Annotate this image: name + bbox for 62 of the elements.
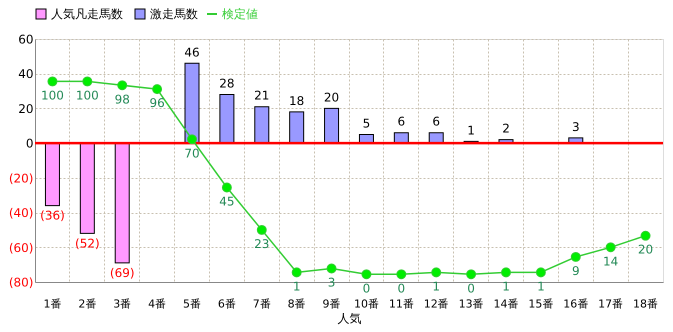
y-tick-label: 40 <box>18 67 34 82</box>
x-tick-label: 17番 <box>598 298 624 310</box>
data-label: (36) <box>40 208 65 223</box>
y-tick-label: 60 <box>18 32 34 46</box>
data-label: 98 <box>114 92 130 106</box>
x-tick-label: 12番 <box>424 298 449 310</box>
x-axis-title: 人気 <box>338 312 362 326</box>
x-tick-label: 4番 <box>148 298 166 310</box>
x-tick-label: 11番 <box>388 298 414 310</box>
data-label: 2 <box>502 122 510 136</box>
x-tick-label: 5番 <box>183 298 201 310</box>
x-tick-label: 2番 <box>78 298 96 310</box>
x-tick-label: 18番 <box>633 298 658 310</box>
data-label: 23 <box>254 236 270 251</box>
data-label: 0 <box>467 281 475 296</box>
data-label: 21 <box>254 88 270 103</box>
data-label: 6 <box>398 114 406 129</box>
x-tick-label: 10番 <box>354 298 379 310</box>
x-tick-label: 8番 <box>288 298 306 310</box>
data-label: 9 <box>572 264 580 278</box>
x-tick-label: 6番 <box>218 298 236 310</box>
y-tick-label: (20) <box>8 171 34 186</box>
data-label: 1 <box>432 279 440 294</box>
x-tick-label: 16番 <box>563 298 588 310</box>
data-label: 18 <box>289 94 304 108</box>
data-label: 28 <box>219 76 235 91</box>
x-tick-label: 14番 <box>494 298 518 310</box>
x-tick-label: 7番 <box>252 298 271 310</box>
legend-label: 激走馬数 <box>150 7 198 21</box>
y-tick-label: (40) <box>8 206 34 220</box>
data-label: (69) <box>110 266 135 280</box>
x-tick-label: 1番 <box>43 298 62 310</box>
data-label: 46 <box>184 45 200 60</box>
legend-label: 人気凡走馬数 <box>51 7 123 21</box>
data-label: 70 <box>184 146 200 160</box>
data-label: 96 <box>149 96 165 110</box>
data-label: 0 <box>362 281 370 296</box>
data-label: 1 <box>292 279 300 294</box>
x-tick-label: 3番 <box>113 298 132 310</box>
data-label: 1 <box>502 279 510 294</box>
data-label: 20 <box>638 242 654 257</box>
data-label: 20 <box>324 90 340 104</box>
y-tick-label: 0 <box>26 136 34 151</box>
data-label: 3 <box>328 276 336 290</box>
y-tick-label: (80) <box>8 276 34 290</box>
x-tick-label: 15番 <box>528 298 554 310</box>
data-label: 3 <box>572 120 580 134</box>
data-label: 100 <box>40 88 64 102</box>
legend-label: 検定値 <box>222 7 258 21</box>
data-label: 45 <box>219 194 235 208</box>
y-tick-label: 20 <box>18 102 34 116</box>
data-label: 1 <box>537 279 545 294</box>
x-tick-label: 13番 <box>458 298 484 310</box>
data-label: 14 <box>603 254 618 268</box>
y-tick-label: (60) <box>8 240 34 255</box>
data-label: 1 <box>467 123 475 138</box>
data-label: (52) <box>75 236 100 250</box>
data-label: 5 <box>362 116 370 130</box>
data-label: 6 <box>432 114 440 129</box>
x-tick-label: 9番 <box>322 298 341 310</box>
data-label: 100 <box>76 88 99 102</box>
data-label: 0 <box>398 281 406 296</box>
